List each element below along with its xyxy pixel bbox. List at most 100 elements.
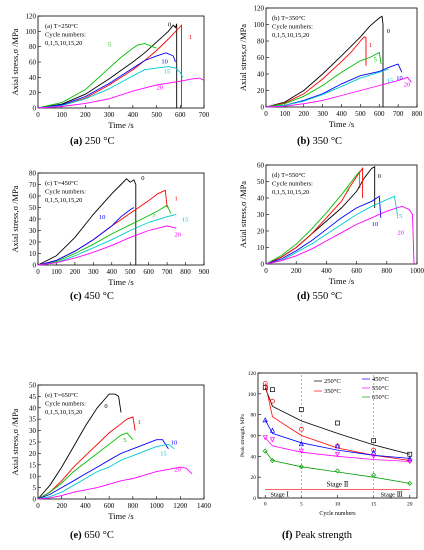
caption-b: (b) 350 °C [297,136,343,147]
stage-3-label: Stage Ⅲ [381,492,403,499]
y-tick-label: 100 [26,28,37,36]
marker-250°C [371,438,376,444]
series-0-line [37,23,178,109]
series-5-line [37,204,172,266]
y-axis-label: Axial stress,σ /MPa [238,181,248,248]
series-0-line [37,178,137,266]
x-tick-label: 100 [51,268,62,276]
y-tick-label: 40 [257,70,265,78]
x-axis-label: Time /s [329,276,354,286]
x-tick-label: 1000 [150,502,165,510]
x-tick-label: 700 [393,110,404,118]
fit-line-650°C [264,450,410,484]
x-tick-label: 600 [351,267,362,275]
series-15-label: 15 [182,216,189,223]
series-20-label: 20 [174,231,181,238]
x-tick-label: 200 [80,111,91,119]
x-axis-label: Cycle numbers [319,511,356,517]
x-tick-label: 400 [336,110,347,118]
y-tick-label: 10 [29,473,37,481]
x-tick-label: 0 [264,267,268,275]
x-tick-label: 600 [175,111,186,119]
panel-f: 0 5 10 15 20 0 20 40 60 80 100 120 Cycle numbers Peak… [240,371,418,517]
series-20-label: 20 [397,229,404,236]
marker-350°C [262,381,268,386]
series-1-label: 1 [358,183,361,190]
series-1-label: 1 [369,42,372,49]
x-tick-label: 200 [56,502,67,510]
x-tick-label: 600 [104,502,115,510]
x-tick-label: 600 [143,268,154,276]
y-tick-label: 80 [251,413,257,419]
info-text: 0,1,5,10,15,20 [272,32,309,39]
info-text: Cycle numbers: [45,401,86,408]
series-15-line [37,443,175,500]
series-15-line [37,66,184,109]
series-15-label: 15 [160,451,167,458]
series-0-label: 0 [387,28,390,35]
marker-550°C [298,448,304,454]
y-tick-label: 60 [251,433,257,439]
x-tick-label: 800 [128,502,139,510]
marker-450°C [262,417,268,423]
marker-550°C [371,453,377,460]
caption-e: (e) 650 °C [70,530,114,541]
marker-250°C [335,420,340,426]
legend-label-450°C: 450°C [372,376,389,383]
x-tick-label: 0 [36,111,40,119]
marker-450°C [407,455,413,461]
x-tick-label: 300 [88,268,99,276]
x-tick-label: 5 [300,502,303,508]
y-tick-label: 60 [257,54,265,62]
y-tick-label: 10 [257,244,265,252]
x-tick-label: 100 [280,110,291,118]
series-5-line [265,51,382,108]
x-tick-label: 1200 [173,502,188,510]
series-0-line [265,15,384,108]
x-tick-label: 800 [412,110,423,118]
y-tick-label: 50 [29,204,37,212]
y-tick-label: 0 [253,496,256,502]
series-0-label: 0 [104,403,107,410]
y-tick-label: 40 [251,454,257,460]
series-20-label: 20 [157,85,164,92]
y-tick-label: 30 [257,211,265,219]
x-tick-label: 800 [180,268,191,276]
info-text: Cycle numbers: [45,32,86,39]
marker-550°C [407,459,413,465]
info-text: Cycle numbers: [272,24,313,31]
y-tick-label: 80 [257,37,265,45]
marker-450°C [298,441,304,447]
y-tick-label: 40 [29,215,37,223]
series-1-line [265,36,367,108]
y-tick-label: 15 [29,461,37,469]
series-1-line [37,416,136,500]
marker-650°C [269,458,275,463]
series-10-label: 10 [99,214,106,221]
marker-250°C [299,407,304,412]
marker-550°C [334,451,341,458]
marker-650°C [407,480,413,486]
series-5-label: 5 [123,437,126,444]
y-tick-label: 60 [257,161,265,169]
series-5-line [265,170,361,265]
caption-f: (f) Peak strength [282,530,352,541]
x-tick-label: 10 [335,502,341,508]
caption-c: (c) 450 °C [70,291,114,302]
series-10-line [265,63,403,108]
y-tick-label: 40 [29,74,37,82]
marker-450°C [334,443,341,449]
series-15-line [265,195,398,265]
legend-label-250°C: 250°C [324,378,341,385]
series-10-label: 10 [171,439,178,446]
x-tick-label: 0 [264,110,268,118]
y-tick-label: 100 [254,21,265,29]
series-10-line [37,52,176,109]
y-tick-label: 0 [33,495,37,503]
y-tick-label: 0 [261,260,265,268]
y-axis-label: Axial stress,σ /MPa [10,28,20,95]
y-tick-label: 40 [257,194,265,202]
series-10-line [265,195,382,265]
series-0-label: 0 [378,173,381,180]
marker-650°C [371,472,377,478]
